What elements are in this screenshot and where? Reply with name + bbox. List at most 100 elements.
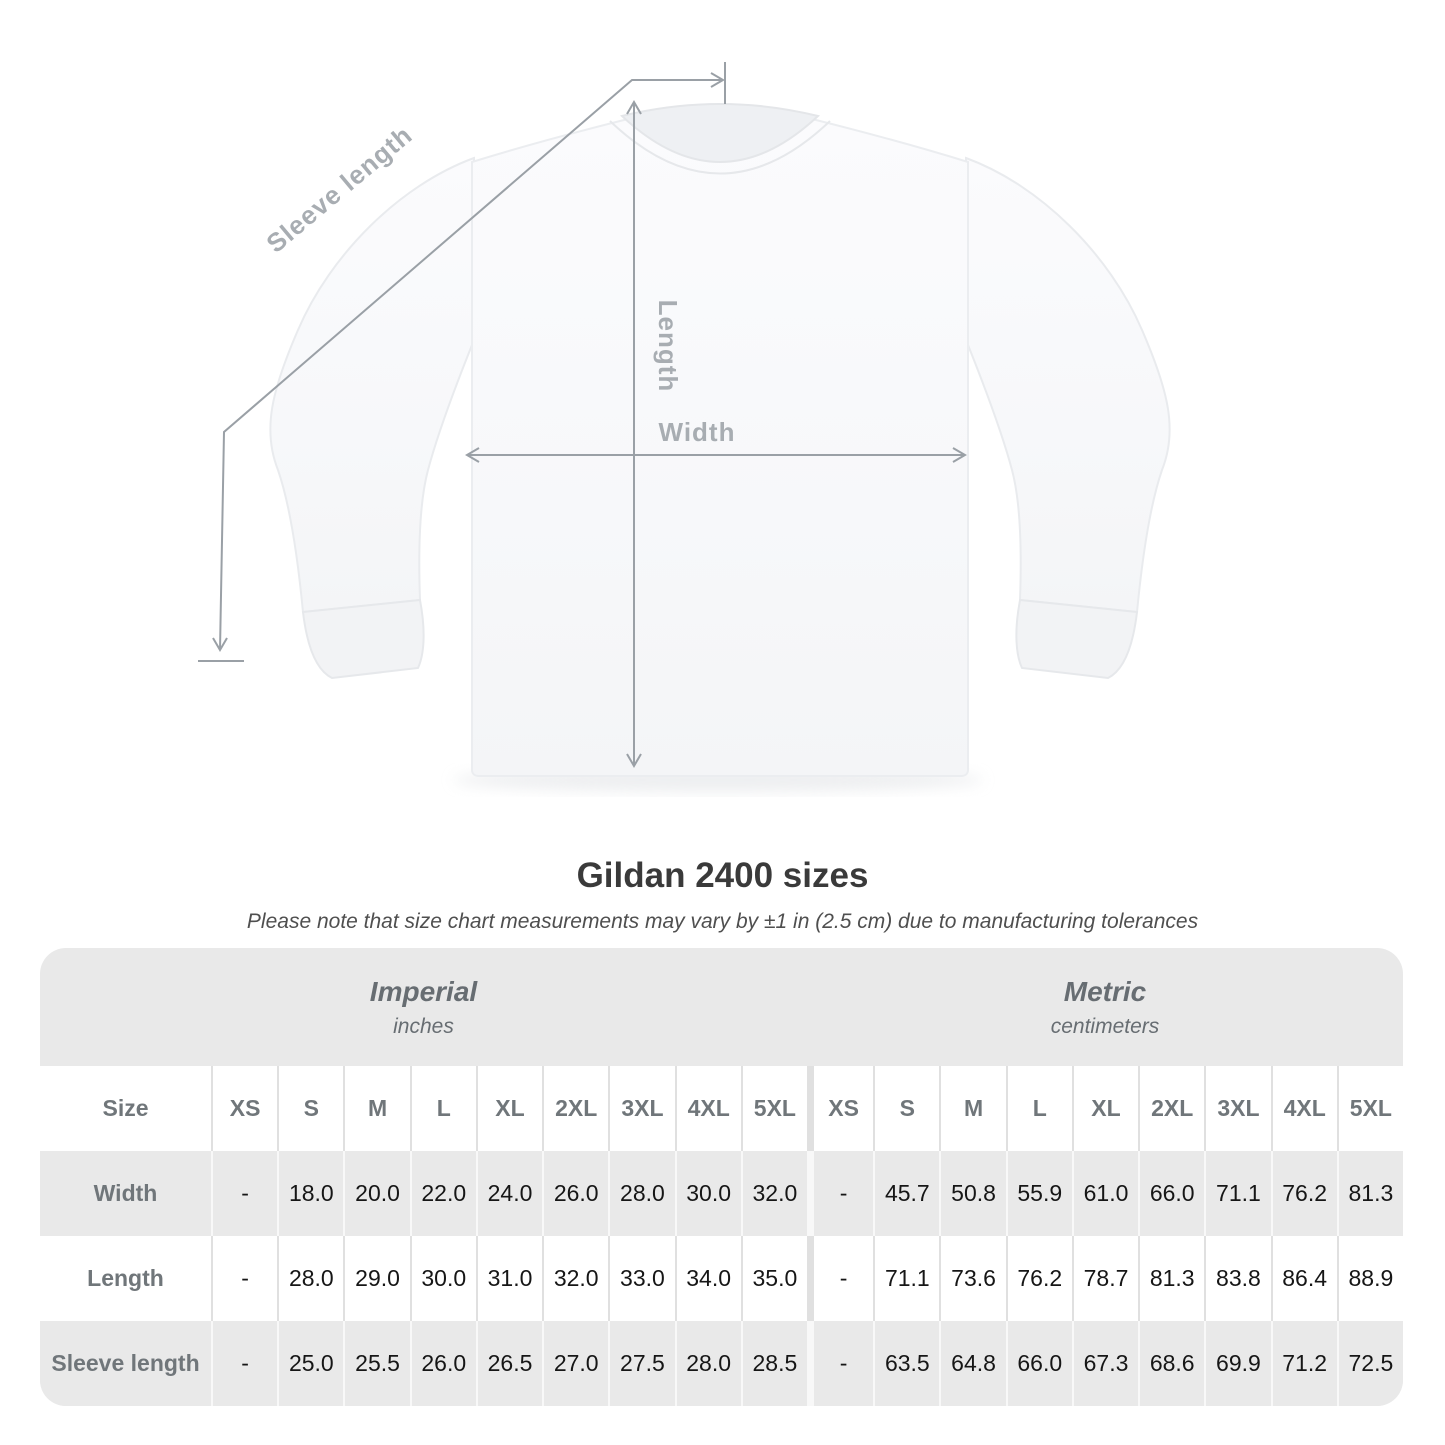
imperial-value: 34.0	[674, 1236, 741, 1321]
metric-value: 63.5	[873, 1321, 940, 1406]
length-label: Length	[653, 300, 683, 393]
unit-group-name: Metric	[1063, 975, 1147, 1007]
size-column-header: Size	[40, 1066, 211, 1151]
length-arrow	[626, 100, 642, 768]
size-table: Imperial inches Metric centimeters Size X…	[40, 948, 1403, 1406]
size-header-metric-2xl: 2XL	[1138, 1066, 1205, 1151]
size-header-imperial-2xl: 2XL	[542, 1066, 609, 1151]
imperial-value: 28.0	[277, 1236, 344, 1321]
imperial-value: 33.0	[608, 1236, 675, 1321]
row-label: Sleeve length	[40, 1321, 211, 1406]
shirt-left-sleeve	[269, 156, 476, 614]
metric-value: 81.3	[1336, 1151, 1403, 1236]
metric-value: 64.8	[939, 1321, 1006, 1406]
metric-value: 81.3	[1138, 1236, 1205, 1321]
shirt-right-sleeve	[964, 156, 1171, 614]
measurement-grid: Size XS S M L XL 2XL 3XL 4XL 5XL XS S M L XL 2XL 3XL 4XL 5…	[40, 1066, 1403, 1406]
size-header-metric-l: L	[1005, 1066, 1072, 1151]
imperial-value: 27.5	[608, 1321, 675, 1406]
size-header-imperial-xl: XL	[475, 1066, 543, 1151]
size-header-metric-3xl: 3XL	[1204, 1066, 1271, 1151]
imperial-value: 22.0	[409, 1151, 476, 1236]
imperial-value: 32.0	[740, 1151, 807, 1236]
imperial-value: 26.0	[542, 1151, 609, 1236]
size-header-metric-xs: XS	[806, 1066, 874, 1151]
unit-group-metric: Metric centimeters	[807, 948, 1403, 1066]
unit-header-row: Imperial inches Metric centimeters	[40, 948, 1403, 1066]
size-header-imperial-3xl: 3XL	[608, 1066, 675, 1151]
imperial-value: -	[211, 1236, 278, 1321]
size-header-imperial-5xl: 5XL	[740, 1066, 807, 1151]
size-header-metric-4xl: 4XL	[1270, 1066, 1337, 1151]
shirt-collar-band	[609, 120, 831, 175]
sleeve-length-arrow	[198, 62, 726, 662]
metric-value: 71.1	[873, 1236, 940, 1321]
metric-value: 88.9	[1336, 1236, 1403, 1321]
unit-group-unit: centimeters	[1050, 1014, 1160, 1038]
metric-value: 67.3	[1071, 1321, 1139, 1406]
imperial-value: 32.0	[542, 1236, 609, 1321]
shirt-right-cuff	[1015, 598, 1139, 680]
unit-group-unit: inches	[393, 1014, 454, 1038]
metric-value: -	[806, 1151, 874, 1236]
size-header-imperial-l: L	[409, 1066, 476, 1151]
row-label: Length	[40, 1236, 211, 1321]
metric-value: 66.0	[1138, 1151, 1205, 1236]
shirt-diagram: Sleeve length Length Width	[198, 62, 1171, 792]
imperial-value: 30.0	[409, 1236, 476, 1321]
metric-value: 71.1	[1204, 1151, 1271, 1236]
size-header-metric-xl: XL	[1071, 1066, 1139, 1151]
metric-value: 45.7	[873, 1151, 940, 1236]
metric-value: -	[806, 1321, 874, 1406]
imperial-value: 25.5	[343, 1321, 410, 1406]
size-header-metric-5xl: 5XL	[1336, 1066, 1403, 1151]
metric-value: -	[806, 1236, 874, 1321]
imperial-value: 28.0	[608, 1151, 675, 1236]
row-label: Width	[40, 1151, 211, 1236]
metric-value: 76.2	[1270, 1151, 1337, 1236]
imperial-value: 30.0	[674, 1151, 741, 1236]
shirt-body	[471, 118, 969, 777]
size-header-metric-s: S	[873, 1066, 940, 1151]
imperial-value: -	[211, 1151, 278, 1236]
imperial-value: 29.0	[343, 1236, 410, 1321]
size-header-imperial-m: M	[343, 1066, 410, 1151]
metric-value: 71.2	[1270, 1321, 1337, 1406]
metric-value: 61.0	[1071, 1151, 1139, 1236]
metric-value: 72.5	[1336, 1321, 1403, 1406]
imperial-value: 28.0	[674, 1321, 741, 1406]
imperial-value: 35.0	[740, 1236, 807, 1321]
imperial-value: 31.0	[475, 1236, 543, 1321]
imperial-value: 26.0	[409, 1321, 476, 1406]
width-arrow	[465, 447, 967, 463]
metric-value: 86.4	[1270, 1236, 1337, 1321]
shirt-left-cuff	[301, 598, 425, 680]
metric-value: 66.0	[1005, 1321, 1072, 1406]
unit-group-imperial: Imperial inches	[40, 948, 807, 1066]
metric-value: 68.6	[1138, 1321, 1205, 1406]
size-header-imperial-xs: XS	[211, 1066, 278, 1151]
shirt-collar-opening	[619, 103, 821, 163]
imperial-value: 24.0	[475, 1151, 543, 1236]
size-header-metric-m: M	[939, 1066, 1006, 1151]
size-header-imperial-4xl: 4XL	[674, 1066, 741, 1151]
imperial-value: 27.0	[542, 1321, 609, 1406]
imperial-value: 20.0	[343, 1151, 410, 1236]
metric-value: 83.8	[1204, 1236, 1271, 1321]
metric-value: 55.9	[1005, 1151, 1072, 1236]
width-label: Width	[659, 417, 736, 447]
imperial-value: 26.5	[475, 1321, 543, 1406]
metric-value: 69.9	[1204, 1321, 1271, 1406]
imperial-value: 25.0	[277, 1321, 344, 1406]
metric-value: 76.2	[1005, 1236, 1072, 1321]
metric-value: 50.8	[939, 1151, 1006, 1236]
size-header-imperial-s: S	[277, 1066, 344, 1151]
imperial-value: 18.0	[277, 1151, 344, 1236]
metric-value: 73.6	[939, 1236, 1006, 1321]
page-subtitle: Please note that size chart measurements…	[246, 910, 1199, 933]
unit-group-name: Imperial	[369, 975, 478, 1007]
imperial-value: 28.5	[740, 1321, 807, 1406]
page-title: Gildan 2400 sizes	[576, 856, 869, 895]
metric-value: 78.7	[1071, 1236, 1139, 1321]
imperial-value: -	[211, 1321, 278, 1406]
